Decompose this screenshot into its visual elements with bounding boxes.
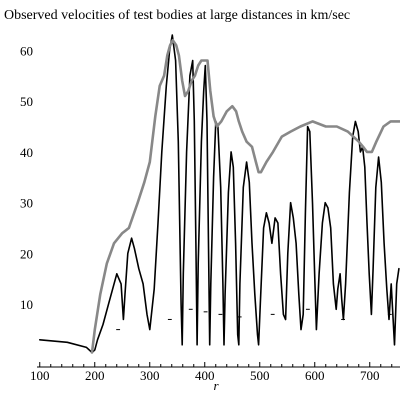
envelope-curve-gray bbox=[90, 38, 400, 354]
y-tick-label: 40 bbox=[20, 145, 33, 160]
x-tick-label: 400 bbox=[195, 368, 215, 383]
y-tick-label: 20 bbox=[20, 246, 33, 261]
x-tick-label: 100 bbox=[30, 368, 50, 383]
annotations bbox=[116, 308, 392, 331]
x-tick-label: 500 bbox=[250, 368, 270, 383]
x-tick-label: 700 bbox=[360, 368, 380, 383]
y-tick-label: 50 bbox=[20, 94, 33, 109]
y-tick-label: 10 bbox=[20, 297, 33, 312]
y-tick-label: 60 bbox=[20, 43, 33, 58]
velocity-curve-black bbox=[39, 34, 400, 354]
x-tick-label: 300 bbox=[140, 368, 160, 383]
x-tick-label: 600 bbox=[305, 368, 325, 383]
x-axis: 100 200 300 400 500 600 700 bbox=[30, 362, 400, 383]
y-tick-label: 30 bbox=[20, 196, 33, 211]
y-axis-ticks: 10 20 30 40 50 60 bbox=[20, 43, 33, 312]
plot-lines bbox=[39, 34, 400, 354]
x-tick-label: 200 bbox=[85, 368, 105, 383]
x-axis-label: r bbox=[213, 378, 219, 393]
chart-title: Observed velocities of test bodies at la… bbox=[4, 8, 350, 23]
